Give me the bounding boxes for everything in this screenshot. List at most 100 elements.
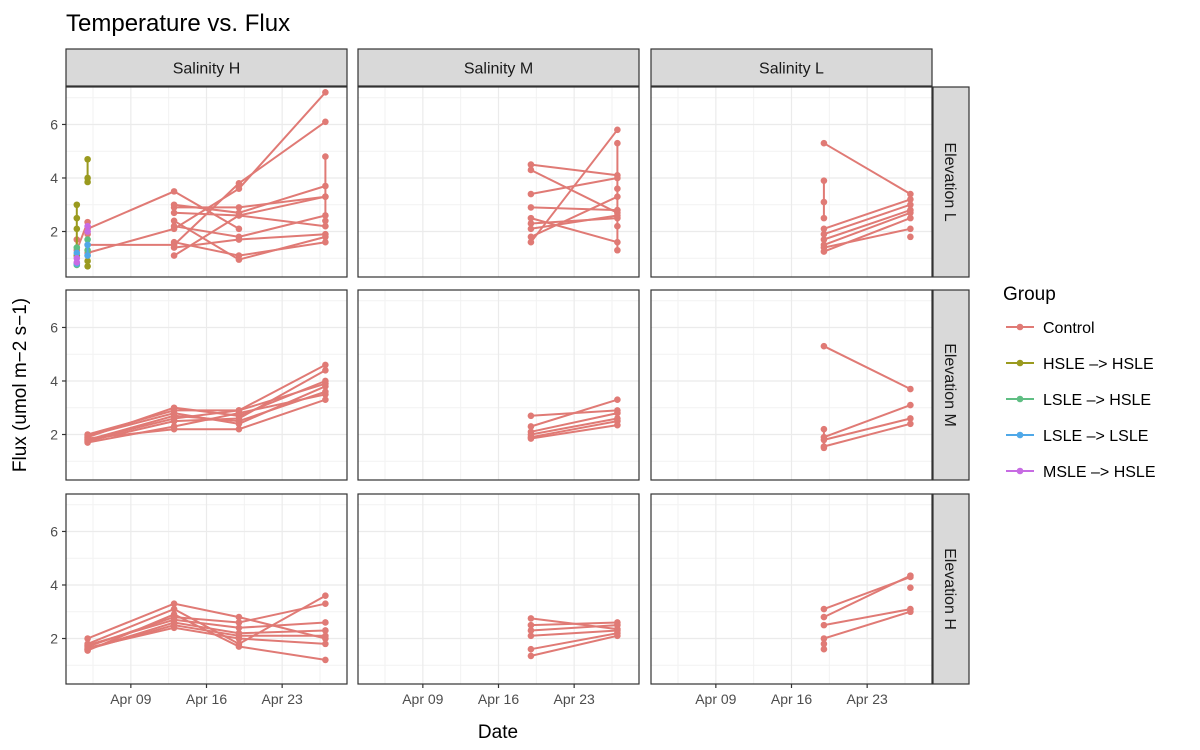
legend-key-point	[1016, 323, 1024, 331]
legend-item-msle-hsle: MSLE –> HSLE	[1006, 464, 1156, 481]
series-line	[530, 206, 618, 212]
series-line	[530, 177, 618, 195]
data-point	[235, 420, 243, 428]
series-line	[87, 385, 326, 437]
x-tick-label: Apr 23	[554, 691, 595, 707]
panel-data-salinity-h-elevation-m	[84, 361, 329, 446]
panel-salinity-l-elevation-h	[651, 494, 932, 684]
x-axis-title: Date	[478, 722, 518, 743]
data-point	[907, 225, 914, 233]
x-tick-label: Apr 09	[695, 691, 736, 707]
data-point	[235, 619, 243, 626]
data-point	[907, 233, 914, 241]
data-point	[170, 404, 178, 412]
legend-label: Control	[1043, 320, 1095, 337]
data-point	[170, 611, 178, 618]
data-point	[322, 153, 329, 160]
panel-salinity-l-elevation-m	[651, 290, 932, 480]
panel-border	[650, 289, 933, 481]
series-control	[820, 201, 914, 238]
series-line	[530, 621, 618, 627]
data-point	[73, 214, 81, 222]
data-point	[820, 244, 828, 251]
data-point	[170, 600, 178, 608]
series-control	[820, 608, 914, 642]
row-strip-label: Elevation L	[941, 142, 958, 221]
series-line	[530, 163, 618, 177]
data-point	[235, 425, 243, 433]
data-point	[614, 222, 621, 230]
data-point	[322, 380, 329, 387]
data-point	[527, 220, 535, 227]
data-point	[170, 605, 178, 613]
series-control	[170, 209, 329, 230]
series-line	[530, 417, 618, 436]
data-point	[322, 118, 329, 126]
series-control	[820, 572, 914, 621]
panel-border	[357, 86, 640, 278]
chart-title: Temperature vs. Flux	[66, 10, 290, 37]
x-tick-label: Apr 16	[478, 691, 519, 707]
series-control	[84, 380, 329, 444]
data-point	[527, 412, 535, 420]
data-point	[527, 627, 535, 634]
panel-data-salinity-l-elevation-h	[820, 572, 914, 653]
data-point	[614, 621, 621, 629]
data-point	[907, 415, 914, 422]
data-point	[820, 139, 828, 147]
series-lsle-lsle	[84, 241, 91, 259]
data-point	[322, 619, 329, 626]
series-msle-hsle	[84, 222, 91, 235]
legend-label: MSLE –> HSLE	[1043, 464, 1156, 481]
series-line	[823, 142, 911, 195]
data-point	[907, 201, 914, 209]
series-line	[530, 420, 618, 439]
legend-item-hsle-hsle: HSLE –> HSLE	[1006, 356, 1154, 373]
panel-data-salinity-h-elevation-h	[84, 592, 329, 664]
data-point	[907, 190, 914, 198]
series-line	[823, 203, 911, 236]
series-line	[530, 195, 618, 238]
strip-background	[932, 86, 970, 278]
panel-salinity-m-elevation-m	[358, 290, 639, 480]
data-point	[527, 423, 535, 430]
legend-label: HSLE –> HSLE	[1043, 356, 1154, 373]
strip-background	[932, 493, 970, 685]
data-point	[235, 643, 243, 650]
series-hsle-hsle	[84, 155, 91, 186]
panel-data-salinity-m-elevation-m	[527, 396, 621, 442]
data-point	[170, 201, 178, 209]
data-point	[322, 89, 329, 96]
series-line	[823, 404, 911, 439]
strip-background	[65, 48, 348, 87]
series-line	[823, 211, 911, 246]
panel-data-salinity-m-elevation-l	[527, 126, 621, 254]
legend-item-control: Control	[1006, 320, 1095, 337]
series-line	[530, 169, 618, 214]
series-control	[527, 621, 621, 634]
data-point	[73, 258, 81, 266]
legend-key-point	[1016, 395, 1024, 403]
series-line	[530, 424, 618, 440]
legend-item-lsle-lsle: LSLE –> LSLE	[1006, 428, 1148, 445]
data-point	[527, 190, 535, 198]
legend-title: Group	[1003, 284, 1056, 305]
series-control	[527, 193, 621, 241]
data-point	[73, 249, 81, 257]
facet-panels	[65, 86, 933, 685]
data-point	[73, 201, 81, 209]
data-point	[322, 592, 329, 599]
data-point	[170, 238, 178, 246]
row-strip-elevation-h: Elevation H	[932, 493, 970, 685]
series-msle-hsle	[73, 254, 81, 266]
data-point	[322, 627, 329, 634]
data-point	[907, 196, 914, 203]
data-point	[527, 621, 535, 629]
data-point	[170, 244, 178, 251]
column-strip-label: Salinity H	[173, 61, 241, 78]
data-point	[235, 407, 243, 414]
y-tick-label: 4	[50, 170, 58, 186]
data-point	[820, 605, 828, 613]
panel-border	[357, 289, 640, 481]
data-point	[907, 608, 914, 616]
